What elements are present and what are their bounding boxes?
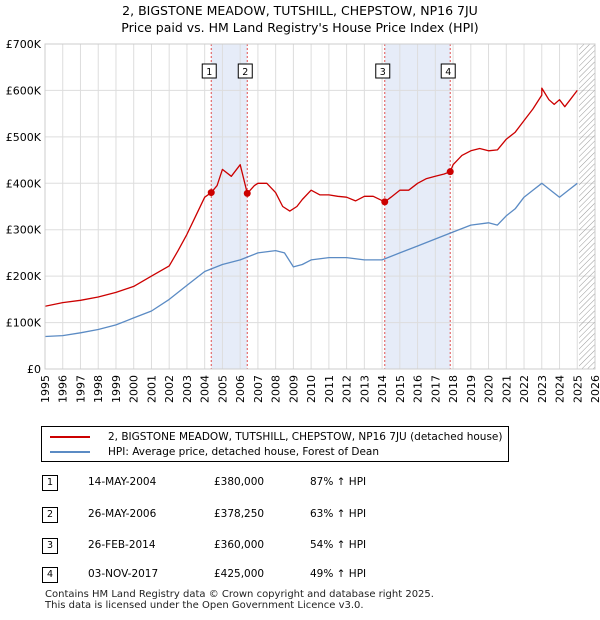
sale-hpi-change: 87% ↑ HPI <box>310 476 367 488</box>
x-tick-label: 1995 <box>39 375 52 403</box>
sale-number-badge: 1 <box>42 475 58 491</box>
sale-label-frame <box>440 63 456 79</box>
y-tick-label: £300K <box>6 224 42 237</box>
plot-area <box>45 44 595 369</box>
x-tick-label: 2016 <box>412 375 425 403</box>
x-tick-label: 2012 <box>341 375 354 403</box>
x-tick-label: 2006 <box>234 375 247 403</box>
x-tick-label: 2025 <box>571 375 584 403</box>
x-tick-label: 1996 <box>57 375 70 403</box>
x-tick-label: 2017 <box>429 375 442 403</box>
sale-price: £380,000 <box>214 476 265 488</box>
sale-label-box: 4 <box>440 63 456 79</box>
price-chart: 1 2 3 4 £0 £100K £200K £300K £400K £500K £600K £70… <box>6 38 600 403</box>
footer-line-copyright: Contains HM Land Registry data © Crown c… <box>45 589 434 600</box>
x-tick-label: 2020 <box>483 375 496 403</box>
legend-label-property: 2, BIGSTONE MEADOW, TUTSHILL, CHEPSTOW, … <box>108 431 503 443</box>
sale-number-badge: 4 <box>42 567 58 583</box>
sale-date: 26-FEB-2014 <box>88 539 156 551</box>
x-tick-label: 2007 <box>252 375 265 403</box>
x-tick-label: 2022 <box>518 375 531 403</box>
sale-hpi-change: 63% ↑ HPI <box>310 508 367 520</box>
sale-number-badge: 3 <box>42 538 58 554</box>
legend-item-property: 2, BIGSTONE MEADOW, TUTSHILL, CHEPSTOW, … <box>50 430 503 444</box>
legend: 2, BIGSTONE MEADOW, TUTSHILL, CHEPSTOW, … <box>41 426 509 462</box>
sale-hpi-change: 49% ↑ HPI <box>310 568 367 580</box>
sale-label-frame <box>237 63 253 79</box>
x-tick-label: 2010 <box>305 375 318 403</box>
x-tick-label: 1999 <box>110 375 123 403</box>
sale-number-badge: 2 <box>42 507 58 523</box>
sale-label-text: 4 <box>445 67 451 78</box>
y-tick-label: £600K <box>6 84 42 97</box>
sale-label-box: 2 <box>237 63 253 79</box>
x-tick-label: 2013 <box>358 375 371 403</box>
sale-label-text: 3 <box>380 67 386 78</box>
x-tick-label: 2009 <box>287 375 300 403</box>
x-tick-label: 2023 <box>536 375 549 403</box>
y-tick-label: £500K <box>6 131 42 144</box>
footer-line-licence: This data is licensed under the Open Gov… <box>45 600 364 611</box>
sale-point <box>243 189 251 197</box>
x-tick-label: 2015 <box>394 375 407 403</box>
legend-swatch-hpi <box>50 451 90 453</box>
sale-date: 14-MAY-2004 <box>88 476 157 488</box>
x-tick-label: 2021 <box>500 375 513 403</box>
legend-label-hpi: HPI: Average price, detached house, Fore… <box>108 446 380 458</box>
x-tick-label: 2000 <box>128 375 141 403</box>
sale-label-text: 1 <box>206 67 212 78</box>
sale-point <box>207 189 215 197</box>
x-tick-label: 2005 <box>216 375 229 403</box>
y-tick-label: £0 <box>27 363 41 376</box>
sale-label-box: 1 <box>201 63 217 79</box>
x-tick-label: 2004 <box>199 375 212 403</box>
x-tick-label: 2026 <box>589 375 600 403</box>
plot-border <box>44 43 596 370</box>
sale-label-box: 3 <box>375 63 391 79</box>
x-tick-label: 2011 <box>323 375 336 403</box>
y-tick-label: £700K <box>6 38 42 51</box>
footer-attribution: Contains HM Land Registry data © Crown c… <box>45 589 434 611</box>
sale-label-text: 2 <box>242 67 248 78</box>
sale-price: £360,000 <box>214 539 265 551</box>
x-tick-label: 2002 <box>163 375 176 403</box>
chart-title-block: 2, BIGSTONE MEADOW, TUTSHILL, CHEPSTOW, … <box>0 2 600 36</box>
price-paid-line <box>45 87 578 307</box>
sale-price: £378,250 <box>214 508 265 520</box>
y-tick-label: £400K <box>6 177 42 190</box>
y-tick-label: £100K <box>6 317 42 330</box>
sale-point <box>381 198 389 206</box>
x-tick-label: 2019 <box>465 375 478 403</box>
legend-swatch-property <box>50 436 90 438</box>
sale-price: £425,000 <box>214 568 265 580</box>
forecast-hatch-area <box>579 44 595 369</box>
chart-title: 2, BIGSTONE MEADOW, TUTSHILL, CHEPSTOW, … <box>122 3 478 18</box>
x-tick-label: 2008 <box>270 375 283 403</box>
sale-hpi-change: 54% ↑ HPI <box>310 539 367 551</box>
sale-label-frame <box>201 63 217 79</box>
y-tick-label: £200K <box>6 270 42 283</box>
x-tick-label: 2014 <box>376 375 389 403</box>
x-tick-label: 2024 <box>554 375 567 403</box>
x-tick-label: 2018 <box>447 375 460 403</box>
sale-label-frame <box>375 63 391 79</box>
hpi-line <box>45 182 578 338</box>
legend-item-hpi: HPI: Average price, detached house, Fore… <box>50 445 379 459</box>
sale-date: 03-NOV-2017 <box>88 568 159 580</box>
x-tick-label: 1998 <box>92 375 105 403</box>
chart-subtitle: Price paid vs. HM Land Registry's House … <box>121 20 479 35</box>
x-tick-label: 1997 <box>74 375 87 403</box>
x-tick-label: 2001 <box>145 375 158 403</box>
sale-point <box>446 168 454 176</box>
sale-date: 26-MAY-2006 <box>88 508 157 520</box>
sale-interval-band <box>211 44 248 369</box>
x-tick-label: 2003 <box>181 375 194 403</box>
